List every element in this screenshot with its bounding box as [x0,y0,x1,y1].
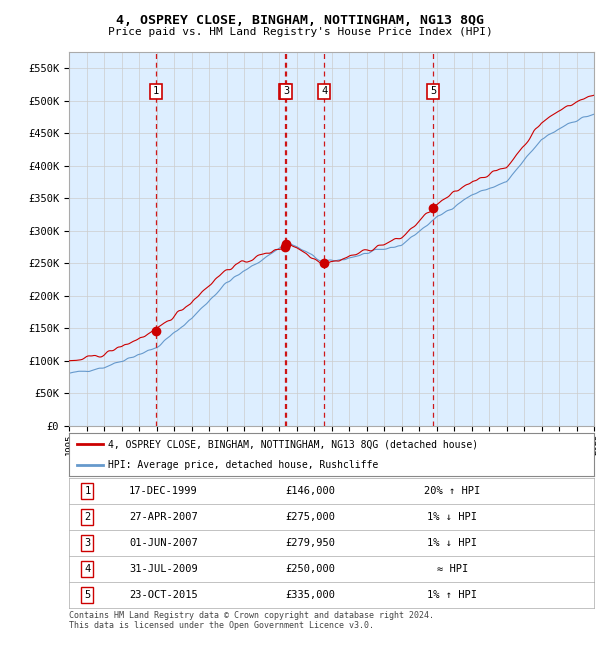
Text: 5: 5 [84,590,91,600]
Text: £335,000: £335,000 [286,590,335,600]
Text: £279,950: £279,950 [286,538,335,548]
Text: £275,000: £275,000 [286,512,335,522]
Text: £250,000: £250,000 [286,564,335,574]
Text: 5: 5 [430,86,436,96]
Text: 1% ↑ HPI: 1% ↑ HPI [427,590,477,600]
Text: 4, OSPREY CLOSE, BINGHAM, NOTTINGHAM, NG13 8QG: 4, OSPREY CLOSE, BINGHAM, NOTTINGHAM, NG… [116,14,484,27]
Text: 3: 3 [283,86,289,96]
Text: 17-DEC-1999: 17-DEC-1999 [129,486,198,496]
Text: 31-JUL-2009: 31-JUL-2009 [129,564,198,574]
Text: 01-JUN-2007: 01-JUN-2007 [129,538,198,548]
Text: 1: 1 [84,486,91,496]
Text: 1: 1 [152,86,159,96]
Text: 4: 4 [321,86,327,96]
Text: 2: 2 [84,512,91,522]
Text: 20% ↑ HPI: 20% ↑ HPI [424,486,481,496]
Text: HPI: Average price, detached house, Rushcliffe: HPI: Average price, detached house, Rush… [109,460,379,470]
Text: 1% ↓ HPI: 1% ↓ HPI [427,512,477,522]
Text: 23-OCT-2015: 23-OCT-2015 [129,590,198,600]
Text: 1% ↓ HPI: 1% ↓ HPI [427,538,477,548]
Text: 3: 3 [84,538,91,548]
Text: Price paid vs. HM Land Registry's House Price Index (HPI): Price paid vs. HM Land Registry's House … [107,27,493,37]
Text: Contains HM Land Registry data © Crown copyright and database right 2024.
This d: Contains HM Land Registry data © Crown c… [69,611,434,630]
Text: £146,000: £146,000 [286,486,335,496]
Text: 2: 2 [281,86,288,96]
Text: 4, OSPREY CLOSE, BINGHAM, NOTTINGHAM, NG13 8QG (detached house): 4, OSPREY CLOSE, BINGHAM, NOTTINGHAM, NG… [109,439,479,450]
Text: ≈ HPI: ≈ HPI [437,564,468,574]
Text: 4: 4 [84,564,91,574]
Text: 27-APR-2007: 27-APR-2007 [129,512,198,522]
